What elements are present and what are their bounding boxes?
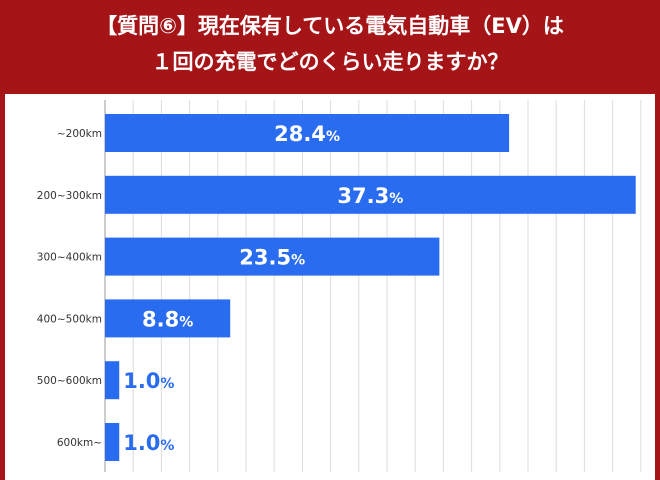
category-label: 200~300km [37,190,102,202]
value-label: 37.3% [337,184,403,208]
value-unit: % [160,376,174,392]
value-number: 1.0 [123,431,160,455]
bar [105,237,440,276]
category-label: 400~500km [37,313,102,325]
value-labels: 28.4%37.3%23.5%8.8%1.0%1.0% [123,122,403,455]
value-number: 23.5 [239,246,291,270]
value-number: 8.8 [142,307,179,331]
category-label: ~200km [57,128,102,140]
bar [105,361,120,400]
value-unit: % [326,129,340,145]
plot-panel [5,94,655,480]
bar [105,175,636,214]
value-unit: % [160,438,174,454]
category-label: 500~600km [37,375,102,387]
value-label: 23.5% [239,246,305,270]
grid-lines [104,100,642,472]
bar [105,423,120,461]
category-labels: ~200km 200~300km 300~400km 400~500km 500~600… [37,128,102,449]
value-unit: % [291,253,305,269]
value-unit: % [179,314,193,330]
category-label: 300~400km [37,252,102,264]
value-number: 1.0 [123,369,160,393]
chart-title-line-2: １回の充電でどのくらい走りますか？ [151,50,509,74]
bar [105,299,231,338]
value-label: 1.0% [123,369,174,393]
value-label: 28.4% [274,122,340,146]
value-label: 1.0% [123,431,174,455]
chart-title: 【質問⑥】現在保有している電気自動車（EV）は １回の充電でどのくらい走りますか… [0,8,660,80]
value-number: 28.4 [274,122,326,146]
category-label: 600km~ [57,437,102,449]
bar [105,114,510,152]
value-unit: % [389,191,403,207]
bars [105,114,636,461]
value-number: 37.3 [337,184,389,208]
value-label: 8.8% [142,307,193,331]
chart-title-line-1: 【質問⑥】現在保有している電気自動車（EV）は [96,14,564,38]
